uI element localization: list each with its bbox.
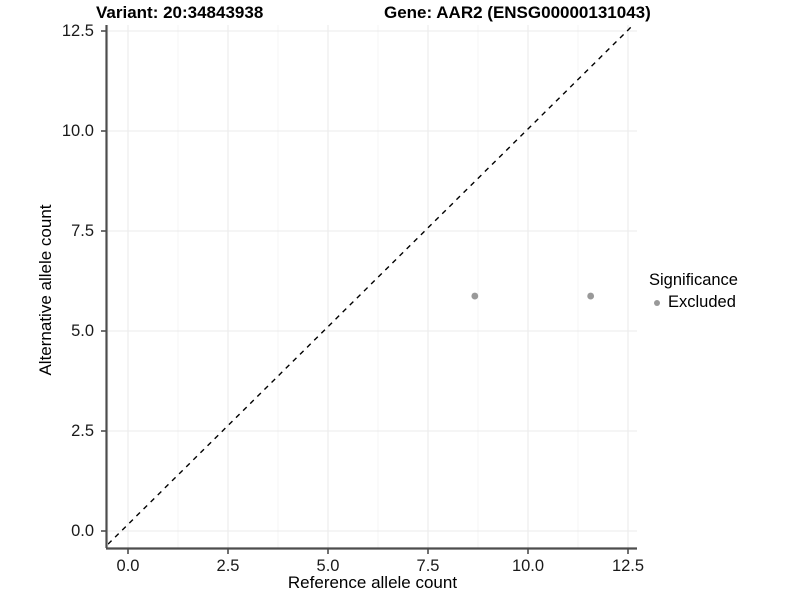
legend-title: Significance xyxy=(649,271,738,289)
x-tick-label-5: 12.5 xyxy=(611,557,645,575)
data-point[interactable] xyxy=(471,292,479,300)
legend-item-excluded[interactable]: Excluded xyxy=(649,292,797,312)
legend-point-icon xyxy=(649,294,666,311)
y-tick-label-0: 0.0 xyxy=(71,522,94,540)
y-tick-marks xyxy=(101,30,106,532)
x-tick-label-3: 7.5 xyxy=(416,557,440,575)
plot-panel xyxy=(108,25,637,548)
x-tick-marks xyxy=(127,549,629,554)
x-tick-label-2: 5.0 xyxy=(316,557,340,575)
y-tick-label-3: 7.5 xyxy=(71,222,94,240)
x-tick-label-1: 2.5 xyxy=(216,557,240,575)
reference-diagonal-line xyxy=(108,25,635,545)
variant-title: Variant: 20:34843938 xyxy=(96,3,264,22)
plot-canvas xyxy=(108,25,637,548)
gene-title: Gene: AAR2 (ENSG00000131043) xyxy=(384,3,651,22)
data-points xyxy=(471,292,595,300)
y-tick-label-4: 10.0 xyxy=(61,122,94,140)
grid-major-vertical xyxy=(127,25,629,548)
data-point[interactable] xyxy=(587,292,595,300)
x-axis-title: Reference allele count xyxy=(287,573,458,592)
x-tick-label-4: 10.0 xyxy=(511,557,545,575)
grid-minor-horizontal xyxy=(108,30,637,532)
grid-minor-vertical xyxy=(108,25,579,548)
y-axis-title: Alternative allele count xyxy=(36,204,55,376)
y-tick-label-2: 5.0 xyxy=(71,322,94,340)
x-tick-label-0: 0.0 xyxy=(116,557,140,575)
y-tick-label-5: 12.5 xyxy=(61,22,94,40)
y-tick-label-1: 2.5 xyxy=(71,422,94,440)
grid-major-horizontal xyxy=(108,30,637,532)
legend: Significance Excluded xyxy=(649,270,797,312)
legend-item-label: Excluded xyxy=(668,293,736,311)
